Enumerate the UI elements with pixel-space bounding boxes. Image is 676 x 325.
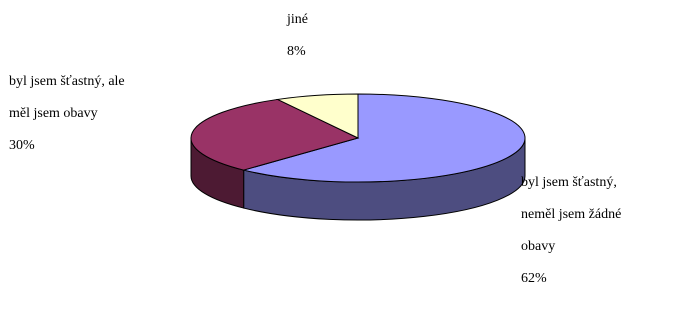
- label-line: měl jsem obavy: [9, 106, 98, 121]
- label-line: obavy: [521, 239, 556, 254]
- value-label: 8%: [287, 44, 306, 59]
- label-line: neměl jsem žádné: [521, 207, 622, 222]
- value-label: 62%: [521, 271, 547, 286]
- slice-label-stastny-ale: byl jsem šťastný, ale měl jsem obavy 30%: [9, 66, 125, 162]
- label-line: jiné: [287, 12, 308, 27]
- label-line: byl jsem šťastný,: [521, 175, 617, 190]
- slice-label-jine: jiné 8%: [287, 4, 308, 68]
- value-label: 30%: [9, 138, 35, 153]
- slice-top-0: [241, 93, 526, 183]
- slice-label-stastny-bez-obav: byl jsem šťastný, neměl jsem žádné obavy…: [521, 167, 621, 295]
- slice-top-2: [275, 93, 359, 139]
- slice-top-1: [190, 98, 360, 171]
- label-line: byl jsem šťastný, ale: [9, 74, 125, 89]
